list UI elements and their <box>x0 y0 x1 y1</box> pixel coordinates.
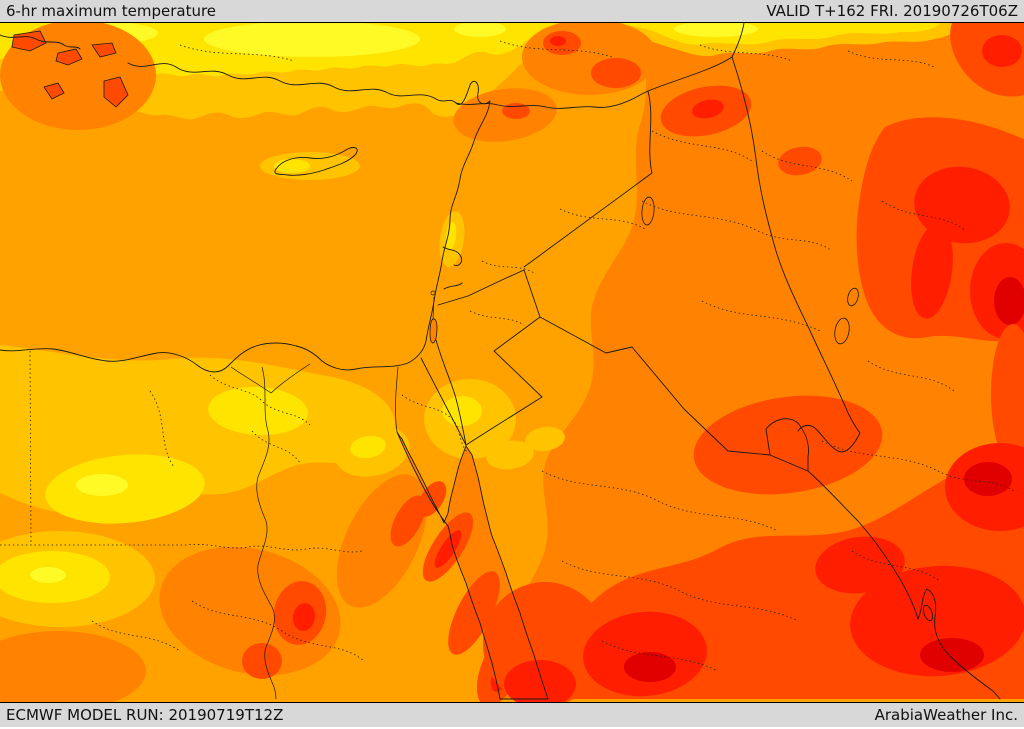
iraq-saudi-border <box>539 316 771 456</box>
footer-bar: ECMWF MODEL RUN: 20190719T12Z ArabiaWeat… <box>0 702 1024 727</box>
admin-boundaries <box>0 40 1015 672</box>
syria-jordan-border <box>437 269 525 306</box>
turkey-iraq-border <box>647 23 745 92</box>
nile-river <box>230 363 311 700</box>
temperature-field <box>0 23 1024 702</box>
gulf-head-coast <box>797 424 861 453</box>
suez-canal <box>395 366 399 433</box>
syria-iraq-border <box>523 90 653 268</box>
iraq-iran-border <box>731 56 861 434</box>
marshes <box>834 317 850 345</box>
jordan-saudi-border <box>465 316 543 446</box>
credit-label: ArabiaWeather Inc. <box>874 706 1018 724</box>
bahrain-island <box>922 604 934 622</box>
dead-sea <box>429 318 438 344</box>
gulf-coast <box>807 470 1001 700</box>
country-borders <box>420 23 1001 700</box>
lakes <box>429 196 934 622</box>
map-area <box>0 23 1024 702</box>
lebanon-borders <box>442 246 463 290</box>
cyprus-outline <box>274 147 358 176</box>
marshes-2 <box>847 287 859 307</box>
lake-tharthar <box>641 196 655 226</box>
turkey-syria-border <box>455 90 649 109</box>
sea-of-galilee <box>430 290 436 296</box>
israel-jordan-border <box>435 339 467 446</box>
header-bar: 6-hr maximum temperature VALID T+162 FRI… <box>0 0 1024 23</box>
aegean-islands <box>11 30 129 108</box>
weather-map <box>0 23 1024 702</box>
coastlines <box>0 34 549 700</box>
map-title: 6-hr maximum temperature <box>6 2 217 20</box>
valid-time-label: VALID T+162 FRI. 20190726T06Z <box>766 2 1018 20</box>
jordan-iraq-border <box>523 269 541 318</box>
model-run-label: ECMWF MODEL RUN: 20190719T12Z <box>6 706 284 724</box>
kuwait-border <box>765 418 809 472</box>
